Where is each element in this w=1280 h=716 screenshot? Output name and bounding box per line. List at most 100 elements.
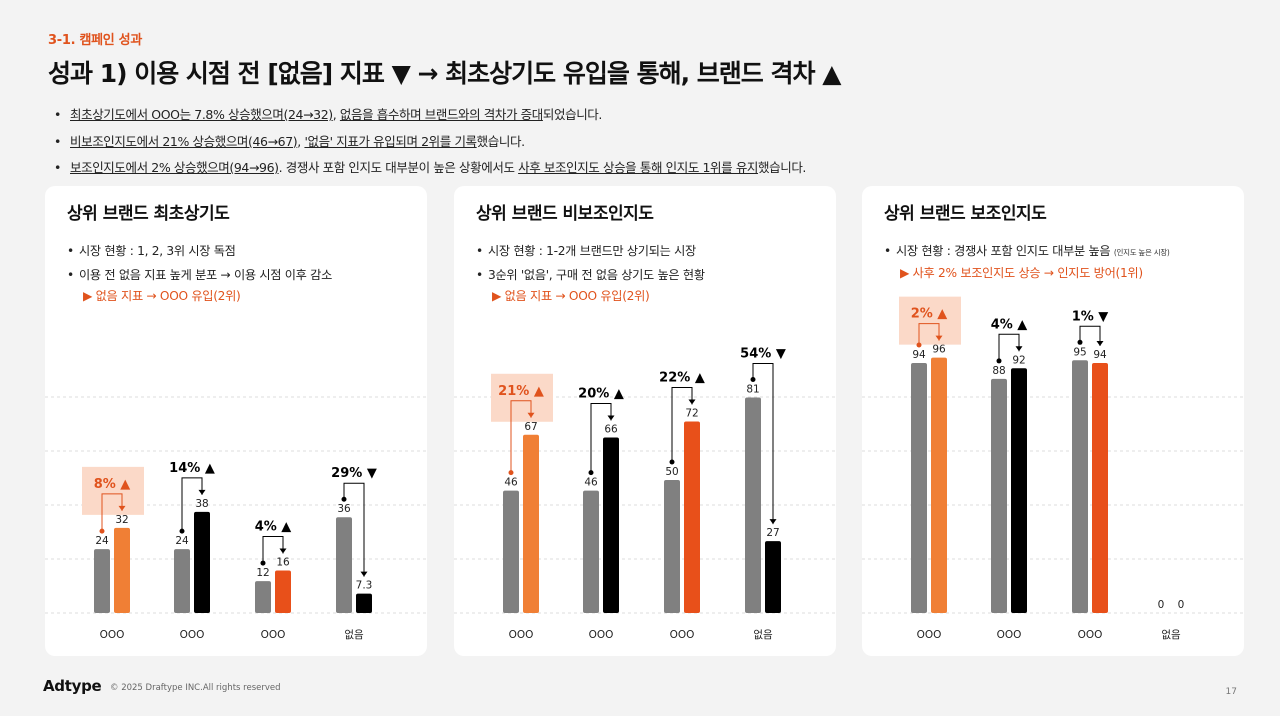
card-highlight: ▶ 없음 지표 → OOO 유입(2위) [83, 289, 241, 303]
change-connector [181, 477, 203, 532]
value-label: 0 [1178, 599, 1185, 611]
value-label: 72 [685, 407, 698, 419]
change-connector [590, 402, 612, 473]
change-label: 22% ▲ [659, 370, 705, 385]
change-arrowhead [360, 571, 368, 577]
card-bullet: 이용 전 없음 지표 높게 분포 → 이용 시점 이후 감소 [67, 264, 332, 288]
card-bullet-list: 시장 현황 : 경쟁사 포함 인지도 대부분 높음 (인지도 높은 시장) [884, 240, 1170, 265]
change-start-dot [508, 470, 514, 476]
value-label: 94 [1093, 349, 1107, 361]
category-label: OOO [180, 629, 205, 641]
change-highlight-box [899, 296, 961, 345]
bar-after [356, 593, 372, 613]
value-label: 94 [912, 349, 926, 361]
change-arrowhead [118, 505, 126, 511]
summary-list: 최초상기도에서 OOO는 7.8% 상승했으며(24→32), 없음을 흡수하며… [54, 102, 806, 182]
value-label: 66 [604, 423, 618, 435]
value-label: 95 [1073, 346, 1086, 358]
value-label: 67 [524, 421, 537, 433]
summary-text: 했습니다. [758, 160, 807, 175]
change-start-dot [179, 528, 185, 534]
chart-card-unaided-first: 24 32 OOO 8% ▲ 24 38 OOO 14% ▲ 12 16 OOO 4% ▲ 36 7.3 없… [45, 186, 427, 656]
bar-before [336, 517, 352, 613]
change-connector [752, 363, 774, 525]
value-label: 50 [665, 466, 678, 478]
change-label: 54% ▼ [740, 347, 786, 362]
chart-svg: 46 67 OOO 21% ▲ 46 66 OOO 20% ▲ 50 72 OOO 22% ▲ 81 27… [454, 347, 836, 641]
category-label: 없음 [344, 628, 364, 641]
bar-after [275, 570, 291, 613]
summary-underline: 없음을 흡수하며 브랜드와의 격차가 증대 [339, 107, 543, 122]
category-label: OOO [261, 629, 286, 641]
value-label: 81 [746, 384, 759, 396]
change-arrowhead [769, 519, 777, 525]
change-highlight-box [491, 373, 553, 422]
card-bullet-text: 시장 현황 : 경쟁사 포함 인지도 대부분 높음 [896, 244, 1111, 258]
value-label: 0 [1158, 599, 1165, 611]
section-label: 3-1. 캠페인 성과 [48, 33, 142, 48]
card-title: 상위 브랜드 보조인지도 [884, 204, 1047, 224]
card-bullet: 시장 현황 : 1-2개 브랜드만 상기되는 시장 [476, 240, 705, 264]
category-label: 없음 [1161, 628, 1181, 641]
summary-text: , [332, 107, 340, 122]
bar-after [523, 434, 539, 613]
bar-before [583, 490, 599, 613]
bar-after [603, 437, 619, 613]
card-bullet-list: 시장 현황 : 1-2개 브랜드만 상기되는 시장 3순위 '없음', 구매 전… [476, 240, 705, 287]
change-connector [918, 323, 940, 345]
chart-card-unaided: 46 67 OOO 21% ▲ 46 66 OOO 20% ▲ 50 72 OOO 22% ▲ 81 27… [454, 186, 836, 656]
summary-underline: 보조인지도에서 2% 상승했으며(94→96) [70, 160, 279, 175]
card-bullet: 3순위 '없음', 구매 전 없음 상기도 높은 현황 [476, 264, 705, 288]
change-arrowhead [198, 489, 206, 495]
change-connector [343, 482, 365, 577]
bar-after [114, 527, 130, 613]
change-label: 1% ▼ [1072, 309, 1109, 324]
summary-item: 비보조인지도에서 21% 상승했으며(46→67), '없음' 지표가 유입되며… [54, 129, 806, 156]
value-label: 88 [992, 365, 1005, 377]
change-start-dot [1077, 339, 1083, 345]
change-label: 14% ▲ [169, 461, 215, 476]
bar-before [174, 549, 190, 613]
change-start-dot [669, 459, 675, 465]
change-arrowhead [279, 548, 287, 554]
change-label: 4% ▲ [255, 519, 292, 534]
summary-text: . 경쟁사 포함 인지도 대부분이 높은 상황에서도 [278, 160, 519, 175]
chart-svg: 94 96 OOO 2% ▲ 88 92 OOO 4% ▲ 95 94 OOO 1% ▼ 0 0 없음 [862, 296, 1244, 641]
bar-before [991, 378, 1007, 613]
change-arrowhead [688, 399, 696, 405]
change-connector [671, 386, 693, 462]
summary-underline: 최초상기도에서 OOO는 7.8% 상승했으며(24→32) [70, 107, 333, 122]
card-title: 상위 브랜드 최초상기도 [67, 204, 230, 224]
change-start-dot [750, 377, 756, 383]
change-arrowhead [935, 335, 943, 341]
change-connector [998, 333, 1020, 361]
value-label: 27 [766, 527, 779, 539]
summary-item: 최초상기도에서 OOO는 7.8% 상승했으며(24→32), 없음을 흡수하며… [54, 102, 806, 129]
card-highlight: ▶ 없음 지표 → OOO 유입(2위) [492, 289, 650, 303]
card-title: 상위 브랜드 비보조인지도 [476, 204, 654, 224]
bar-before [664, 480, 680, 613]
category-label: OOO [1078, 629, 1103, 641]
change-start-dot [916, 342, 922, 348]
change-label: 8% ▲ [94, 477, 131, 492]
change-arrowhead [1015, 346, 1023, 352]
bar-after [194, 511, 210, 613]
bar-after [1092, 362, 1108, 613]
value-label: 24 [95, 535, 109, 547]
card-bullet: 시장 현황 : 경쟁사 포함 인지도 대부분 높음 (인지도 높은 시장) [884, 240, 1170, 265]
change-start-dot [341, 496, 347, 502]
page-title: 성과 1) 이용 시점 전 [없음] 지표 ▼ → 최초상기도 유입을 통해, … [48, 59, 841, 88]
chart-svg: 24 32 OOO 8% ▲ 24 38 OOO 14% ▲ 12 16 OOO 4% ▲ 36 7.3 없… [45, 396, 427, 641]
change-start-dot [260, 560, 266, 566]
change-start-dot [996, 358, 1002, 364]
summary-item: 보조인지도에서 2% 상승했으며(94→96). 경쟁사 포함 인지도 대부분이… [54, 155, 806, 182]
value-label: 36 [337, 503, 351, 515]
change-label: 29% ▼ [331, 466, 377, 481]
change-start-dot [99, 528, 105, 534]
bar-before [745, 397, 761, 613]
chart-card-aided: 94 96 OOO 2% ▲ 88 92 OOO 4% ▲ 95 94 OOO 1% ▼ 0 0 없음 상위… [862, 186, 1244, 656]
bar-before [1072, 360, 1088, 613]
bar-after [684, 421, 700, 613]
summary-text: 되었습니다. [542, 107, 602, 122]
change-arrowhead [527, 412, 535, 418]
